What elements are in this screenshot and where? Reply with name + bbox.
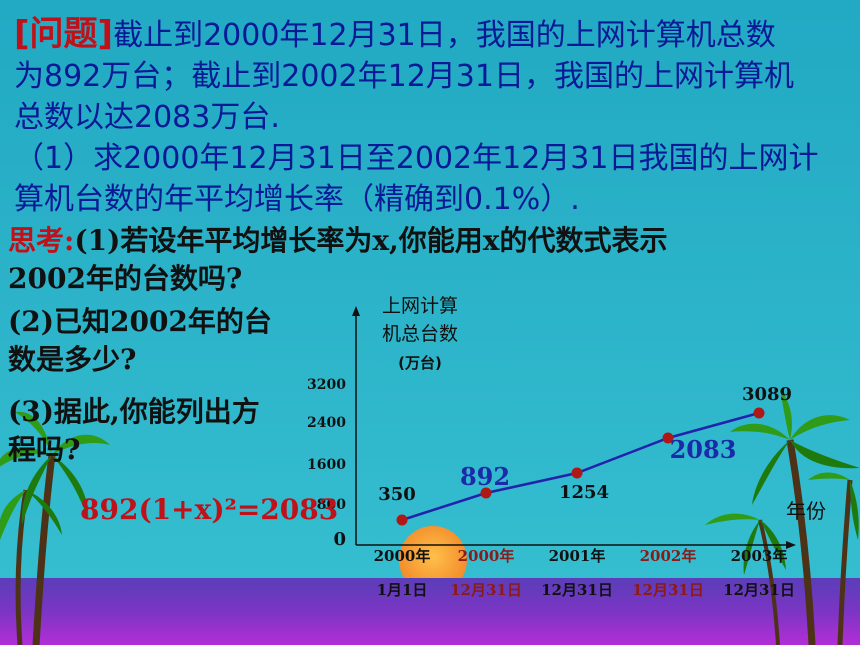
problem-tag: [问题] bbox=[14, 14, 114, 54]
palm-tree-left bbox=[0, 411, 110, 645]
data-label: 350 bbox=[378, 484, 416, 505]
data-label: 892 bbox=[460, 462, 510, 491]
q3-line-1: (3)据此,你能列出方 bbox=[8, 395, 260, 428]
y-tick-label: 3200 bbox=[307, 377, 346, 393]
problem-line-1: 截止到2000年12月31日，我国的上网计算机总数 bbox=[113, 18, 776, 53]
x-axis-label: 年份 bbox=[786, 499, 826, 523]
x-axis-arrow bbox=[786, 541, 796, 549]
problem-line-2: 为892万台；截止到2002年12月31日，我国的上网计算机 bbox=[14, 59, 794, 94]
x-tick-date: 12月31日 bbox=[541, 581, 613, 599]
q1-line-2: 2002年的台数吗? bbox=[8, 262, 243, 295]
x-tick-date: 12月31日 bbox=[450, 581, 522, 599]
y-tick-label: 800 bbox=[317, 497, 346, 513]
thinking-question-1: 思考:(1)若设年平均增长率为x,你能用x的代数式表示 2002年的台数吗? bbox=[8, 222, 667, 298]
x-tick-year: 2002年 bbox=[640, 547, 697, 565]
x-tick-year: 2000年 bbox=[374, 547, 431, 565]
x-tick-date: 12月31日 bbox=[632, 581, 704, 599]
data-point bbox=[396, 514, 408, 526]
q2-line-2: 数是多少? bbox=[8, 343, 137, 376]
y-tick-label: 0 bbox=[333, 529, 346, 550]
x-tick-date: 12月31日 bbox=[723, 581, 795, 599]
q3-line-2: 程吗? bbox=[8, 433, 81, 466]
q1-line-1: (1)若设年平均增长率为x,你能用x的代数式表示 bbox=[74, 224, 668, 257]
equation: 892(1+x)²=2083 bbox=[80, 493, 339, 526]
data-label: 1254 bbox=[559, 482, 609, 503]
y-tick-label: 1600 bbox=[307, 457, 346, 473]
x-tick-year: 2003年 bbox=[731, 547, 788, 565]
data-label: 3089 bbox=[742, 384, 792, 405]
y-axis-arrow bbox=[352, 306, 360, 316]
data-point bbox=[480, 487, 492, 499]
x-tick-year: 2000年 bbox=[458, 547, 515, 565]
problem-statement: [问题]截止到2000年12月31日，我国的上网计算机总数 为892万台；截止到… bbox=[14, 14, 854, 220]
data-point bbox=[571, 467, 583, 479]
data-label: 2083 bbox=[670, 435, 737, 464]
y-axis-label-line: 上网计算 bbox=[382, 295, 458, 317]
setting-sun bbox=[399, 526, 467, 594]
y-tick-label: 2400 bbox=[307, 415, 346, 431]
data-point bbox=[662, 432, 674, 444]
problem-line-5: 算机台数的年平均增长率（精确到0.1%）. bbox=[14, 182, 580, 217]
sea-band bbox=[0, 578, 860, 645]
x-tick-year: 2001年 bbox=[549, 547, 606, 565]
problem-line-3: 总数以达2083万台. bbox=[14, 100, 280, 135]
y-axis-label-line: (万台) bbox=[398, 354, 442, 372]
data-point bbox=[753, 407, 765, 419]
x-tick-date: 1月1日 bbox=[377, 581, 428, 599]
q2-line-1: (2)已知2002年的台 bbox=[8, 305, 272, 338]
thinking-tag: 思考: bbox=[8, 224, 75, 257]
y-axis-label-line: 机总台数 bbox=[382, 323, 458, 345]
problem-line-4: （1）求2000年12月31日至2002年12月31日我国的上网计 bbox=[14, 141, 819, 176]
